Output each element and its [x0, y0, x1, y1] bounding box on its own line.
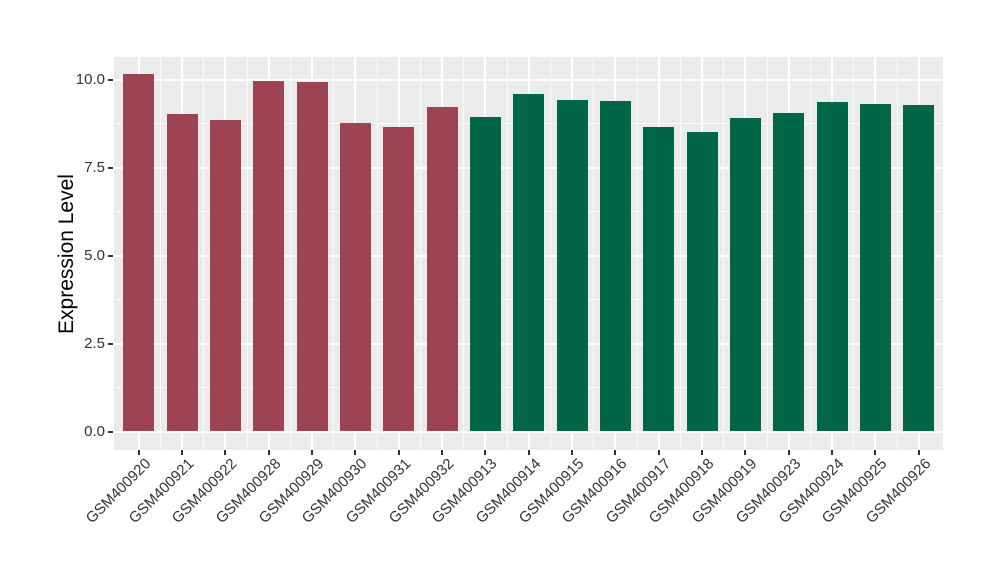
bar-GSM400926 [903, 104, 935, 432]
x-tick-mark [484, 450, 487, 455]
gridline-minor-vertical [376, 57, 378, 450]
gridline-minor-vertical [809, 57, 811, 450]
x-tick-mark [701, 450, 704, 455]
bar-GSM400928 [253, 81, 285, 432]
x-tick-mark [527, 450, 530, 455]
y-tick-mark [108, 79, 113, 81]
bar-GSM400924 [816, 102, 848, 432]
bar-GSM400916 [599, 101, 631, 432]
x-tick-mark [657, 450, 660, 455]
bar-GSM400915 [556, 100, 588, 432]
gridline-minor-vertical [289, 57, 291, 450]
bar-GSM400917 [643, 127, 675, 432]
bar-GSM400932 [426, 107, 458, 432]
x-tick-mark [397, 450, 400, 455]
y-tick-label: 2.5 [84, 334, 105, 352]
bar-GSM400922 [209, 120, 241, 432]
gridline-minor-vertical [333, 57, 335, 450]
x-tick-mark [917, 450, 920, 455]
gridline-minor-vertical [853, 57, 855, 450]
bar-GSM400913 [469, 116, 501, 432]
x-tick-mark [744, 450, 747, 455]
bar-GSM400930 [339, 122, 371, 432]
gridline-minor-vertical [463, 57, 465, 450]
x-tick-mark [354, 450, 357, 455]
x-tick-mark [614, 450, 617, 455]
x-tick-mark [181, 450, 184, 455]
bar-GSM400919 [729, 117, 761, 432]
bar-GSM400914 [513, 94, 545, 432]
gridline-minor-vertical [419, 57, 421, 450]
bar-GSM400921 [166, 114, 198, 432]
gridline-minor-vertical [246, 57, 248, 450]
bar-GSM400931 [383, 127, 415, 432]
y-tick-label: 7.5 [84, 158, 105, 176]
gridline-minor-vertical [723, 57, 725, 450]
gridline-minor-vertical [549, 57, 551, 450]
x-tick-mark [311, 450, 314, 455]
y-tick-mark [108, 254, 113, 257]
x-tick-mark [571, 450, 574, 455]
y-tick-mark [108, 342, 113, 345]
x-tick-mark [267, 450, 270, 455]
plot-panel [114, 57, 943, 450]
bar-GSM400923 [773, 113, 805, 432]
x-tick-mark [224, 450, 227, 455]
x-tick-mark [787, 450, 790, 455]
x-tick-mark [831, 450, 834, 455]
bar-GSM400918 [686, 131, 718, 432]
gridline-minor-vertical [203, 57, 205, 450]
bar-GSM400925 [859, 103, 891, 432]
gridline-minor-vertical [896, 57, 898, 450]
gridline-minor-vertical [159, 57, 161, 450]
bar-GSM400929 [296, 82, 328, 432]
gridline-minor-vertical [766, 57, 768, 450]
gridline-minor-vertical [506, 57, 508, 450]
gridline-minor-vertical [593, 57, 595, 450]
y-tick-label: 0.0 [84, 422, 105, 440]
bar-GSM400920 [123, 74, 155, 432]
y-tick-label: 5.0 [84, 246, 105, 264]
y-tick-label: 10.0 [75, 71, 105, 88]
gridline-minor-vertical [679, 57, 681, 450]
x-tick-mark [137, 450, 140, 455]
gridline-minor-vertical [636, 57, 638, 450]
y-tick-mark [108, 166, 113, 169]
y-tick-mark [108, 430, 113, 433]
x-tick-mark [874, 450, 877, 455]
x-tick-mark [441, 450, 444, 455]
